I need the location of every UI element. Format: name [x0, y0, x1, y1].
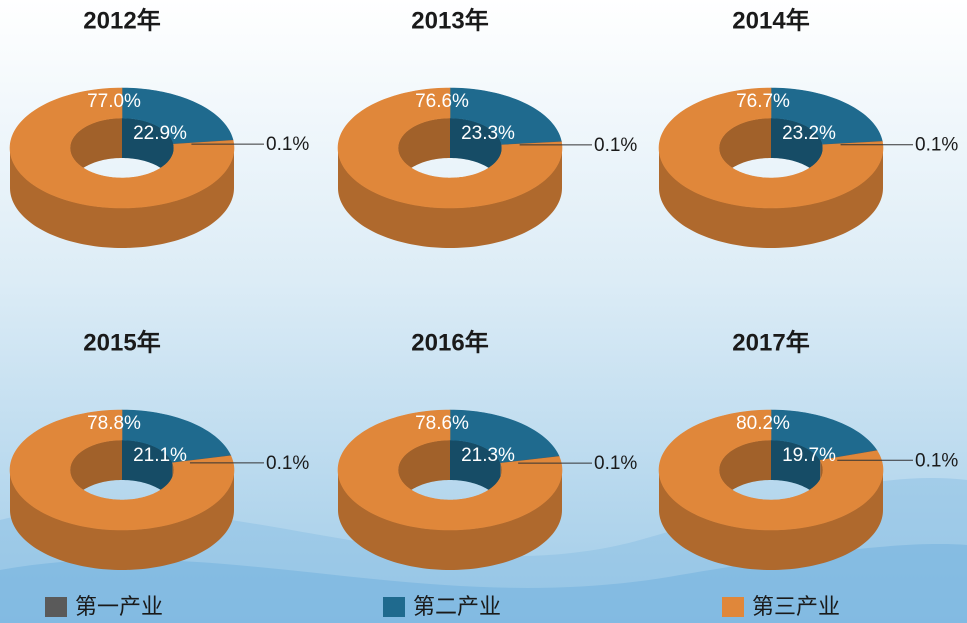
pie-chart [337, 87, 563, 248]
slice [9, 87, 235, 209]
slice-inner-wall [719, 440, 771, 500]
slice [337, 409, 563, 531]
slice-inner-wall [450, 118, 502, 178]
slice-side [338, 148, 562, 248]
legend-label: 第二产业 [413, 594, 501, 619]
chart-title: 2014年 [732, 6, 809, 34]
chart-title: 2015年 [83, 328, 160, 356]
slice-side [659, 148, 883, 248]
chart-title: 2017年 [732, 328, 809, 356]
slice-inner-wall [398, 118, 450, 178]
data-label: 0.1% [915, 135, 958, 156]
legend-swatch [722, 597, 744, 617]
chart-title: 2016年 [411, 328, 488, 356]
slice-inner-wall [122, 440, 173, 500]
slice-side [338, 470, 562, 570]
slice-inner-wall [70, 118, 122, 178]
slice [658, 409, 884, 531]
data-label: 23.2% [782, 123, 836, 144]
slice-side [10, 148, 234, 248]
slice-inner-wall [398, 440, 450, 500]
slice-inner-wall [70, 440, 122, 500]
pie-chart [658, 409, 884, 570]
slice [658, 87, 884, 209]
data-label: 23.3% [461, 123, 515, 144]
pie-chart [9, 87, 235, 248]
data-label: 78.8% [87, 413, 141, 434]
data-label: 0.1% [594, 135, 637, 156]
chart-title: 2013年 [411, 6, 488, 34]
slice-inner-wall [719, 118, 771, 178]
data-label: 0.1% [594, 453, 637, 474]
data-label: 77.0% [87, 91, 141, 112]
slice-inner-wall [771, 440, 821, 500]
pie-chart [658, 87, 884, 248]
chart-title: 2012年 [83, 6, 160, 34]
pie-chart [9, 409, 235, 570]
data-label: 21.3% [461, 445, 515, 466]
data-label: 19.7% [782, 445, 836, 466]
data-label: 22.9% [133, 123, 187, 144]
data-label: 0.1% [915, 450, 958, 471]
slice [337, 87, 563, 209]
slice [9, 409, 235, 531]
data-label: 76.6% [415, 91, 469, 112]
data-label: 0.1% [266, 134, 309, 155]
data-label: 78.6% [415, 413, 469, 434]
legend-swatch [383, 597, 405, 617]
data-label: 80.2% [736, 413, 790, 434]
legend-swatch [45, 597, 67, 617]
slice-inner-wall [450, 440, 501, 500]
slice-side [10, 470, 234, 570]
data-label: 0.1% [266, 453, 309, 474]
legend-label: 第一产业 [75, 594, 163, 619]
legend-label: 第三产业 [752, 594, 840, 619]
pie-chart [337, 409, 563, 570]
slice-side [659, 470, 883, 570]
data-label: 21.1% [133, 445, 187, 466]
slice-inner-wall [122, 118, 174, 178]
data-label: 76.7% [736, 91, 790, 112]
